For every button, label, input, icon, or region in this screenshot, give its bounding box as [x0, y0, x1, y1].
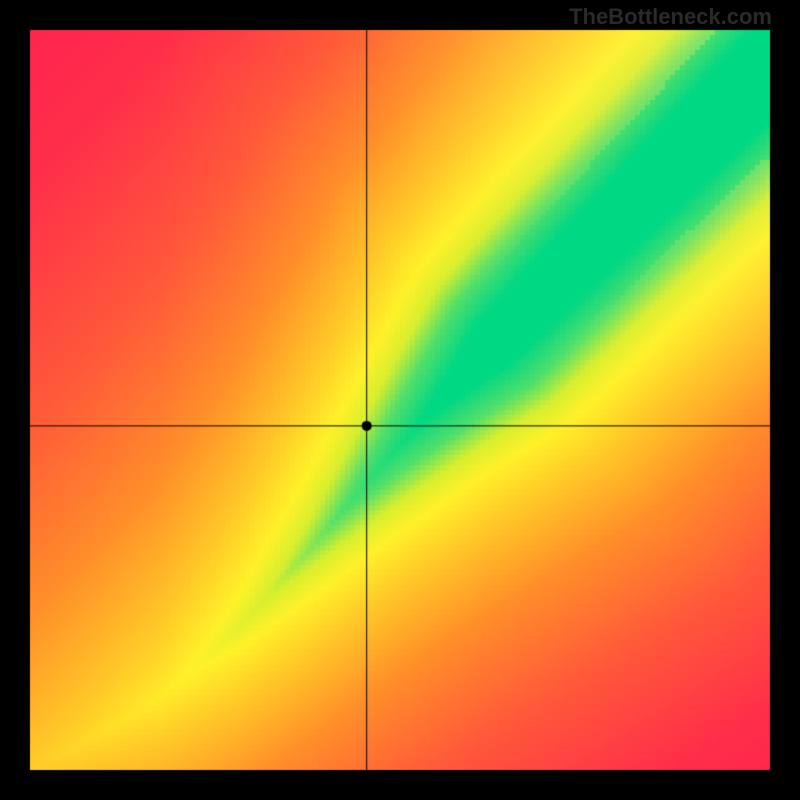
chart-canvas — [0, 0, 800, 800]
watermark: TheBottleneck.com — [569, 4, 772, 30]
chart-frame: TheBottleneck.com — [0, 0, 800, 800]
